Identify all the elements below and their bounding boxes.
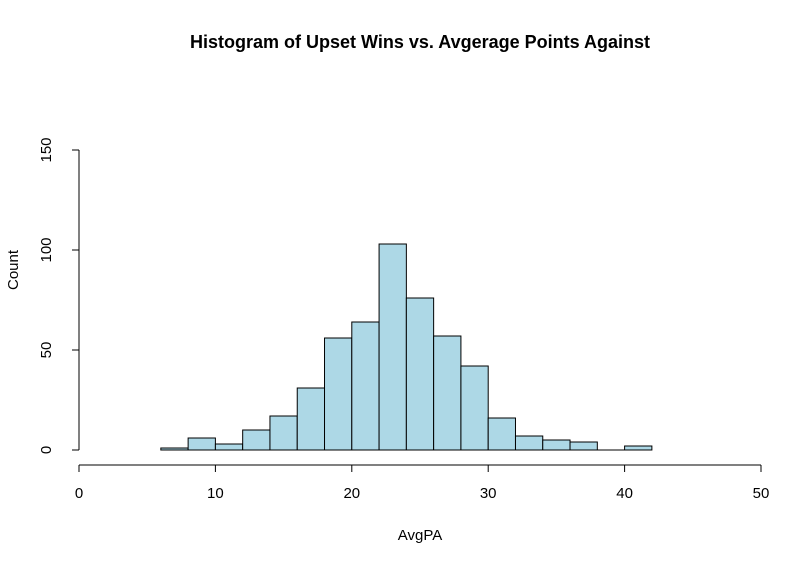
histogram-bar [405, 297, 435, 451]
histogram-bar [624, 445, 653, 451]
histogram-bar [351, 321, 380, 451]
histogram-bar [433, 335, 462, 451]
histogram-bar [269, 415, 298, 451]
y-tick-label: 0 [38, 446, 55, 454]
histogram-bar [324, 337, 353, 451]
histogram-bar [160, 447, 189, 451]
histogram-bar [214, 443, 244, 451]
x-tick-label: 10 [207, 485, 224, 502]
x-axis: 0 10 20 30 40 50 [75, 464, 770, 502]
x-tick-label: 50 [753, 485, 770, 502]
x-tick-label: 20 [343, 485, 360, 502]
histogram-bar [487, 417, 516, 451]
x-axis-label: AvgPA [398, 527, 442, 544]
bars-group [160, 243, 653, 451]
histogram-bar [187, 437, 216, 451]
y-tick-label: 150 [38, 137, 55, 162]
y-tick-label: 100 [38, 237, 55, 262]
y-axis-label: Count [5, 249, 22, 290]
histogram-bar [296, 387, 326, 451]
histogram-bar [569, 441, 598, 451]
x-tick-label: 30 [480, 485, 497, 502]
histogram-bar [242, 429, 271, 451]
x-tick-label: 0 [75, 485, 83, 502]
histogram-bar [542, 439, 571, 451]
y-tick-label: 50 [38, 342, 55, 359]
histogram-bar [514, 435, 544, 451]
chart-title: Histogram of Upset Wins vs. Avgerage Poi… [190, 32, 650, 52]
y-axis: 0 50 100 150 [38, 137, 80, 454]
x-tick-label: 40 [616, 485, 633, 502]
histogram-bar [378, 243, 407, 451]
histogram-bar [460, 365, 489, 451]
